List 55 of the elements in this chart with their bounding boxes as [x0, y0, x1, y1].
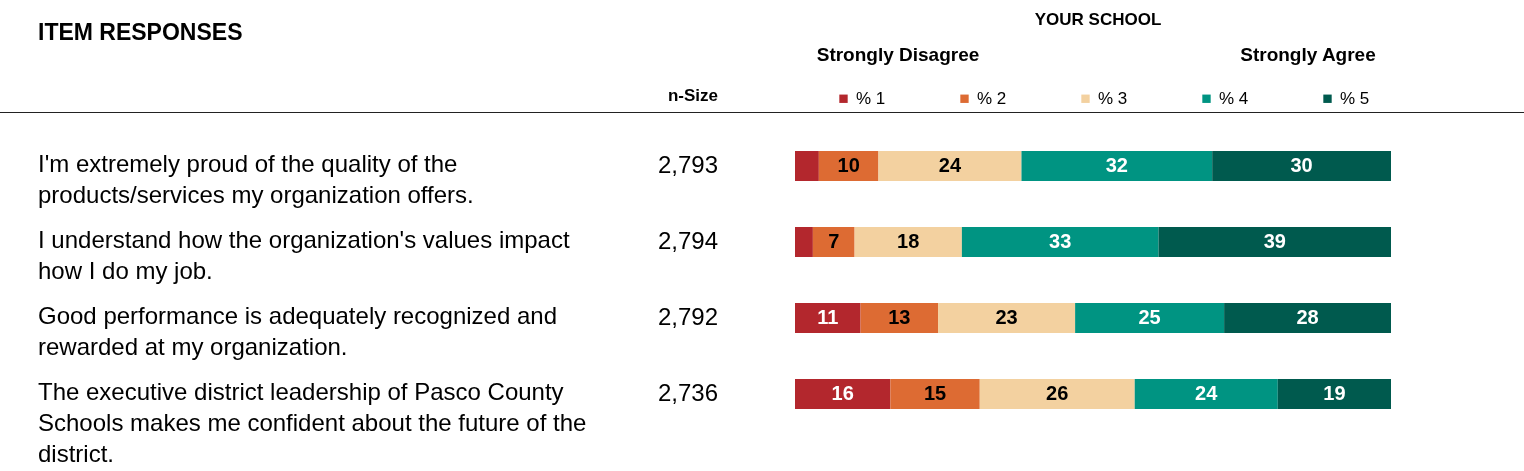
data-label: 23 [995, 306, 1018, 328]
bar [795, 303, 861, 333]
data-label: 15 [923, 382, 947, 404]
legend-label: % 5 [1340, 88, 1370, 108]
legend-label: % 3 [1098, 88, 1128, 108]
data-label: 24 [938, 154, 962, 176]
text: n-Size [667, 86, 718, 105]
bar [1134, 379, 1278, 409]
y-tick-label: Good performance is adequately recognized and rewarded at my organization. [38, 302, 557, 360]
y-tick-label: The executive district leadership of Pasco County Schools makes me confident about the future of the district. [38, 378, 587, 467]
bar [1277, 379, 1391, 409]
data-label: 16 [831, 382, 854, 404]
data-label: 7 [828, 230, 840, 252]
legend-label: % 1 [856, 88, 886, 108]
text: YOUR SCHOOL [1034, 10, 1162, 29]
data-label: 30 [1290, 154, 1313, 176]
text: 2,794 [657, 227, 718, 254]
data-label: 11 [817, 306, 839, 328]
data-label: 25 [1138, 306, 1161, 328]
bar [979, 379, 1135, 409]
data-label: 13 [888, 306, 911, 328]
data-label: 10 [837, 154, 860, 176]
text: 2,736 [657, 379, 718, 406]
y-tick-label: I'm extremely proud of the quality of the products/services my organization offers. [38, 150, 474, 208]
bar [878, 151, 1022, 181]
bar [795, 227, 813, 257]
text: Strongly Agree [1240, 44, 1376, 65]
bar [854, 227, 962, 257]
text: 2,793 [657, 151, 718, 178]
bar [1021, 151, 1213, 181]
bar [1224, 303, 1391, 333]
bar [860, 303, 939, 333]
data-label: 26 [1046, 382, 1069, 404]
bar [1212, 151, 1391, 181]
bar [812, 227, 855, 257]
bar [890, 379, 980, 409]
bar [938, 303, 1076, 333]
bar [1158, 227, 1391, 257]
y-tick-label: I understand how the organization's values impact how I do my job. [38, 226, 570, 284]
data-label: 19 [1323, 382, 1346, 404]
text: 2,792 [657, 303, 718, 330]
data-label: 24 [1195, 382, 1219, 404]
data-label: 18 [897, 230, 920, 252]
bar [795, 151, 819, 181]
data-label: 32 [1105, 154, 1128, 176]
data-label: 28 [1296, 306, 1319, 328]
data-label: 33 [1049, 230, 1072, 252]
text: ITEM RESPONSES [38, 19, 243, 45]
bar [1075, 303, 1225, 333]
data-label: 39 [1263, 230, 1286, 252]
legend-label: % 2 [977, 88, 1007, 108]
legend-label: % 4 [1219, 88, 1249, 108]
bar [795, 379, 891, 409]
text: Strongly Disagree [816, 44, 980, 65]
bar [961, 227, 1159, 257]
